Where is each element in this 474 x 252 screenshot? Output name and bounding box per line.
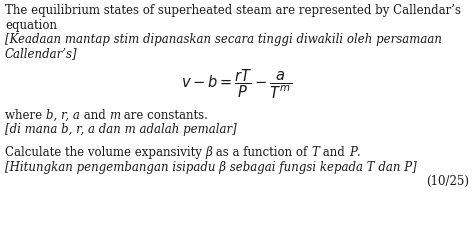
- Text: $v-b=\dfrac{rT}{P}-\dfrac{a}{T^{m}}$: $v-b=\dfrac{rT}{P}-\dfrac{a}{T^{m}}$: [182, 68, 292, 101]
- Text: where: where: [5, 109, 46, 122]
- Text: Calculate the volume expansivity: Calculate the volume expansivity: [5, 146, 206, 159]
- Text: m: m: [109, 109, 120, 122]
- Text: The equilibrium states of superheated steam are represented by Callendar’s: The equilibrium states of superheated st…: [5, 4, 461, 17]
- Text: Callendar’s]: Callendar’s]: [5, 47, 78, 60]
- Text: b, r, a: b, r, a: [46, 109, 80, 122]
- Text: β: β: [206, 146, 212, 159]
- Text: and: and: [319, 146, 349, 159]
- Text: [Hitungkan pengembangan isipadu β sebagai fungsi kepada T dan P]: [Hitungkan pengembangan isipadu β sebaga…: [5, 161, 417, 174]
- Text: are constants.: are constants.: [120, 109, 208, 122]
- Text: P: P: [349, 146, 356, 159]
- Text: T: T: [311, 146, 319, 159]
- Text: [di mana b, r, a dan m adalah pemalar]: [di mana b, r, a dan m adalah pemalar]: [5, 123, 237, 136]
- Text: (10/25): (10/25): [426, 175, 469, 188]
- Text: [Keadaan mantap stim dipanaskan secara tinggi diwakili oleh persamaan: [Keadaan mantap stim dipanaskan secara t…: [5, 33, 442, 46]
- Text: .: .: [356, 146, 360, 159]
- Text: as a function of: as a function of: [212, 146, 311, 159]
- Text: equation: equation: [5, 18, 57, 32]
- Text: and: and: [80, 109, 109, 122]
